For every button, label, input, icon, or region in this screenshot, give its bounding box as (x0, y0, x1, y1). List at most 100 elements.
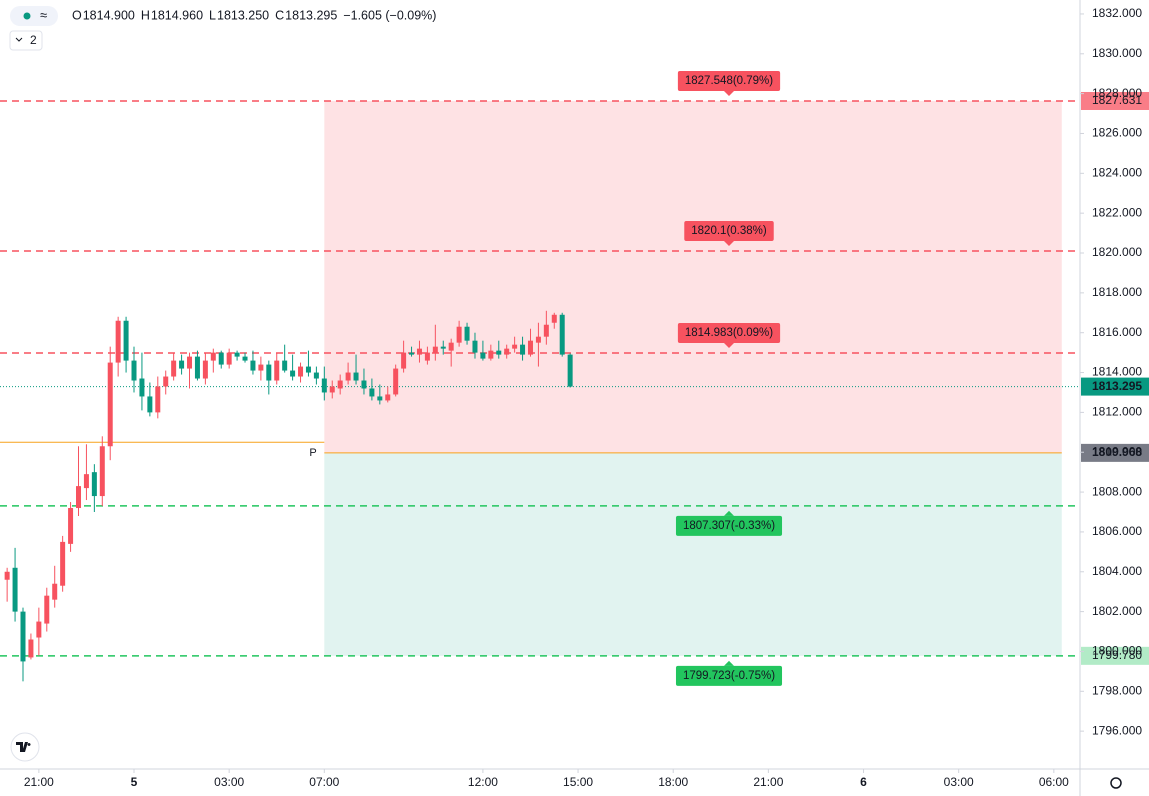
candle-body (274, 360, 280, 381)
candles (4, 310, 573, 682)
legend-value: 1814.960 (151, 8, 203, 22)
candle-body (36, 621, 42, 638)
y-tick-label: 1796.000 (1092, 723, 1142, 737)
level-badge: 1820.1(0.38%) (684, 221, 774, 247)
candle-body (202, 360, 208, 379)
candle-body (361, 380, 367, 389)
candle-body (290, 370, 296, 377)
chevron (15, 37, 23, 42)
candle-body (535, 336, 541, 343)
level-badge-arrow (724, 660, 734, 666)
candle-body (282, 360, 288, 371)
entry-marker: P (309, 447, 316, 459)
status-icon: ≈ (40, 7, 47, 22)
candle-body (416, 348, 422, 355)
legend-key: O (72, 8, 82, 22)
candle-body (456, 326, 462, 343)
settings-icon[interactable] (1110, 777, 1122, 789)
candle-body (432, 346, 438, 353)
candle-body (123, 320, 129, 361)
candle-body (155, 386, 161, 413)
candle-body (409, 352, 415, 355)
x-tick-label: 21:00 (24, 775, 54, 789)
level-badge: 1799.723(-0.75%) (675, 660, 783, 686)
y-tick-label: 1814.000 (1092, 365, 1142, 379)
candle-body (567, 354, 573, 387)
candle-body (115, 320, 121, 363)
axis-badge-label: 1799.780 (1092, 648, 1142, 662)
candle-body (139, 378, 145, 397)
x-tick-label: 21:00 (753, 775, 783, 789)
candle-body (147, 396, 153, 413)
candle-body (321, 378, 327, 393)
x-tick-label: 12:00 (468, 775, 498, 789)
candle-body (424, 352, 430, 361)
level-badge-label: 1807.307(-0.33%) (683, 520, 775, 532)
candle-body (496, 350, 502, 355)
candle-body (179, 360, 185, 369)
candle-body (543, 324, 549, 337)
candle-body (76, 486, 82, 509)
candle-body (194, 356, 200, 379)
candle-body (440, 346, 446, 349)
level-badge: 1814.983(0.09%) (677, 322, 781, 348)
candle-body (369, 388, 375, 397)
candle-body (337, 380, 343, 389)
candle-body (250, 360, 256, 371)
y-tick-label: 1832.000 (1092, 6, 1142, 20)
x-tick-label: 5 (131, 775, 138, 789)
candle-body (131, 360, 137, 381)
candle-body (448, 342, 454, 351)
y-tick-label: 1830.000 (1092, 46, 1142, 60)
legend-change: −1.605 (−0.09%) (343, 8, 436, 22)
level-badge-box (684, 221, 774, 242)
candle-body (401, 352, 407, 369)
axis-badge-label: 1827.631 (1092, 93, 1142, 107)
last-price-label: 1813.295 (1092, 379, 1142, 393)
level-badge-arrow (724, 241, 734, 247)
x-tick-label: 06:00 (1039, 775, 1069, 789)
y-tick-label: 1828.000 (1092, 86, 1142, 100)
ohlc-legend: O 1814.900 H 1814.960 L 1813.250 C 1813.295 −1.6… (72, 8, 436, 22)
legend-key: H (141, 8, 150, 22)
status-pill[interactable] (10, 6, 58, 26)
y-tick-label: 1816.000 (1092, 325, 1142, 339)
level-badge-box (675, 515, 783, 536)
candle-body (28, 639, 34, 658)
level-badge-box (677, 70, 781, 91)
y-tick-label: 1804.000 (1092, 564, 1142, 578)
candle-body (520, 344, 526, 355)
candle-body (20, 611, 26, 662)
axes: 1796.000 1798.000 1800.000 1802.000 1804.000… (24, 6, 1143, 789)
y-tick-label: 1802.000 (1092, 604, 1142, 618)
axis-badge (1081, 91, 1149, 110)
zones (324, 100, 1062, 656)
candle-body (504, 348, 510, 355)
candle-body (329, 386, 335, 393)
y-tick-label: 1820.000 (1092, 245, 1142, 259)
candle-body (464, 326, 470, 341)
x-tick-label: 18:00 (658, 775, 688, 789)
candle-body (266, 364, 272, 381)
indicator-toggle[interactable] (9, 30, 43, 51)
candle-body (4, 571, 10, 580)
candle-body (527, 340, 533, 355)
candle-body (226, 352, 232, 365)
x-tick-label: 03:00 (944, 775, 974, 789)
legend-key: L (209, 8, 216, 22)
candle-body (313, 372, 319, 379)
y-tick-label: 1824.000 (1092, 165, 1142, 179)
status-dot (23, 12, 31, 20)
level-badge-arrow (724, 342, 734, 348)
candle-body (68, 508, 74, 544)
candle-body (234, 352, 240, 357)
level-badge-box (677, 322, 781, 343)
y-tick-label: 1818.000 (1092, 285, 1142, 299)
level-badge-box (675, 665, 783, 686)
y-tick-label: 1822.000 (1092, 205, 1142, 219)
candle-body (559, 314, 565, 355)
candle-body (385, 394, 391, 401)
candle-body (163, 376, 169, 387)
